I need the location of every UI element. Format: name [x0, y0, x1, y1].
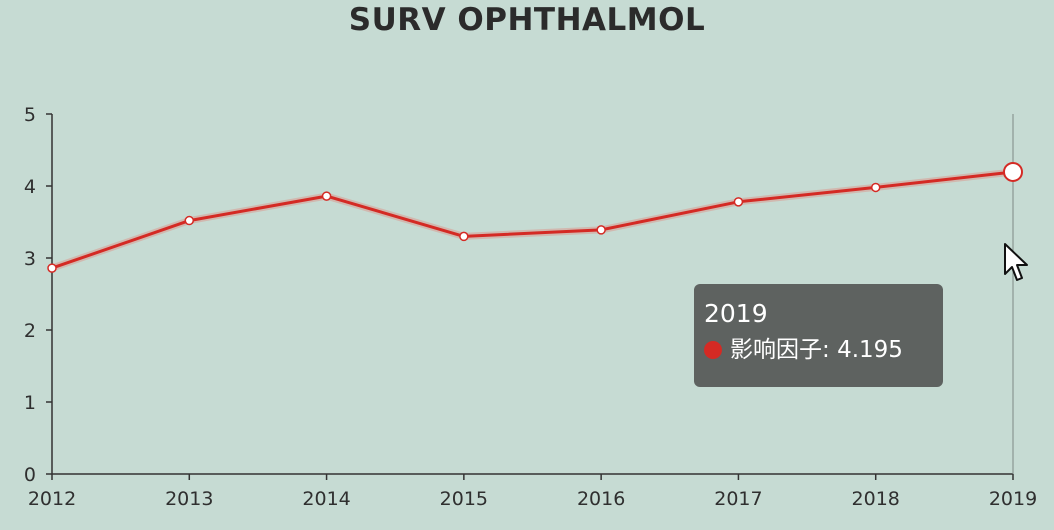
- data-point[interactable]: [596, 225, 606, 235]
- chart-tooltip: 2019 影响因子: 4.195: [694, 284, 943, 387]
- data-point[interactable]: [459, 231, 469, 242]
- mouse-cursor-icon: [1004, 243, 1028, 281]
- data-point[interactable]: [321, 191, 332, 201]
- y-tick-label: 1: [24, 392, 36, 414]
- x-tick-label: 2014: [302, 488, 350, 510]
- x-tick-label: 2017: [714, 488, 762, 510]
- tooltip-title: 2019: [704, 299, 768, 328]
- y-tick-label: 0: [24, 464, 36, 486]
- tooltip-separator: :: [822, 337, 838, 363]
- chart-title: SURV OPHTHALMOL: [348, 2, 706, 38]
- data-point[interactable]: [47, 263, 57, 273]
- y-tick-label: 5: [24, 104, 36, 126]
- y-tick-label: 2: [24, 320, 36, 342]
- data-point[interactable]: [184, 215, 195, 226]
- x-tick-label: 2018: [852, 488, 900, 510]
- y-tick-label: 3: [24, 248, 36, 270]
- x-tick-label: 2019: [989, 488, 1037, 510]
- tooltip-row: 影响因子: 4.195: [704, 334, 933, 366]
- y-tick-label: 4: [24, 176, 36, 198]
- data-points[interactable]: [47, 161, 1023, 273]
- x-tick-label: 2012: [28, 488, 76, 510]
- x-tick-label: 2013: [165, 488, 213, 510]
- tooltip-series-label: 影响因子: [730, 337, 822, 363]
- tooltip-series-dot: [704, 341, 722, 359]
- tooltip-value: 4.195: [837, 337, 903, 363]
- chart-axes: 0 1 2 3 4 5 2012 2013 2014 2015 2016 2017 2018 2019: [24, 104, 1037, 510]
- data-point-highlighted[interactable]: [1003, 161, 1023, 182]
- series-group[interactable]: [48, 168, 1017, 272]
- x-tick-label: 2015: [440, 488, 488, 510]
- series-line[interactable]: [50, 170, 1015, 270]
- data-point[interactable]: [733, 197, 744, 207]
- data-point[interactable]: [870, 182, 881, 193]
- x-tick-label: 2016: [577, 488, 625, 510]
